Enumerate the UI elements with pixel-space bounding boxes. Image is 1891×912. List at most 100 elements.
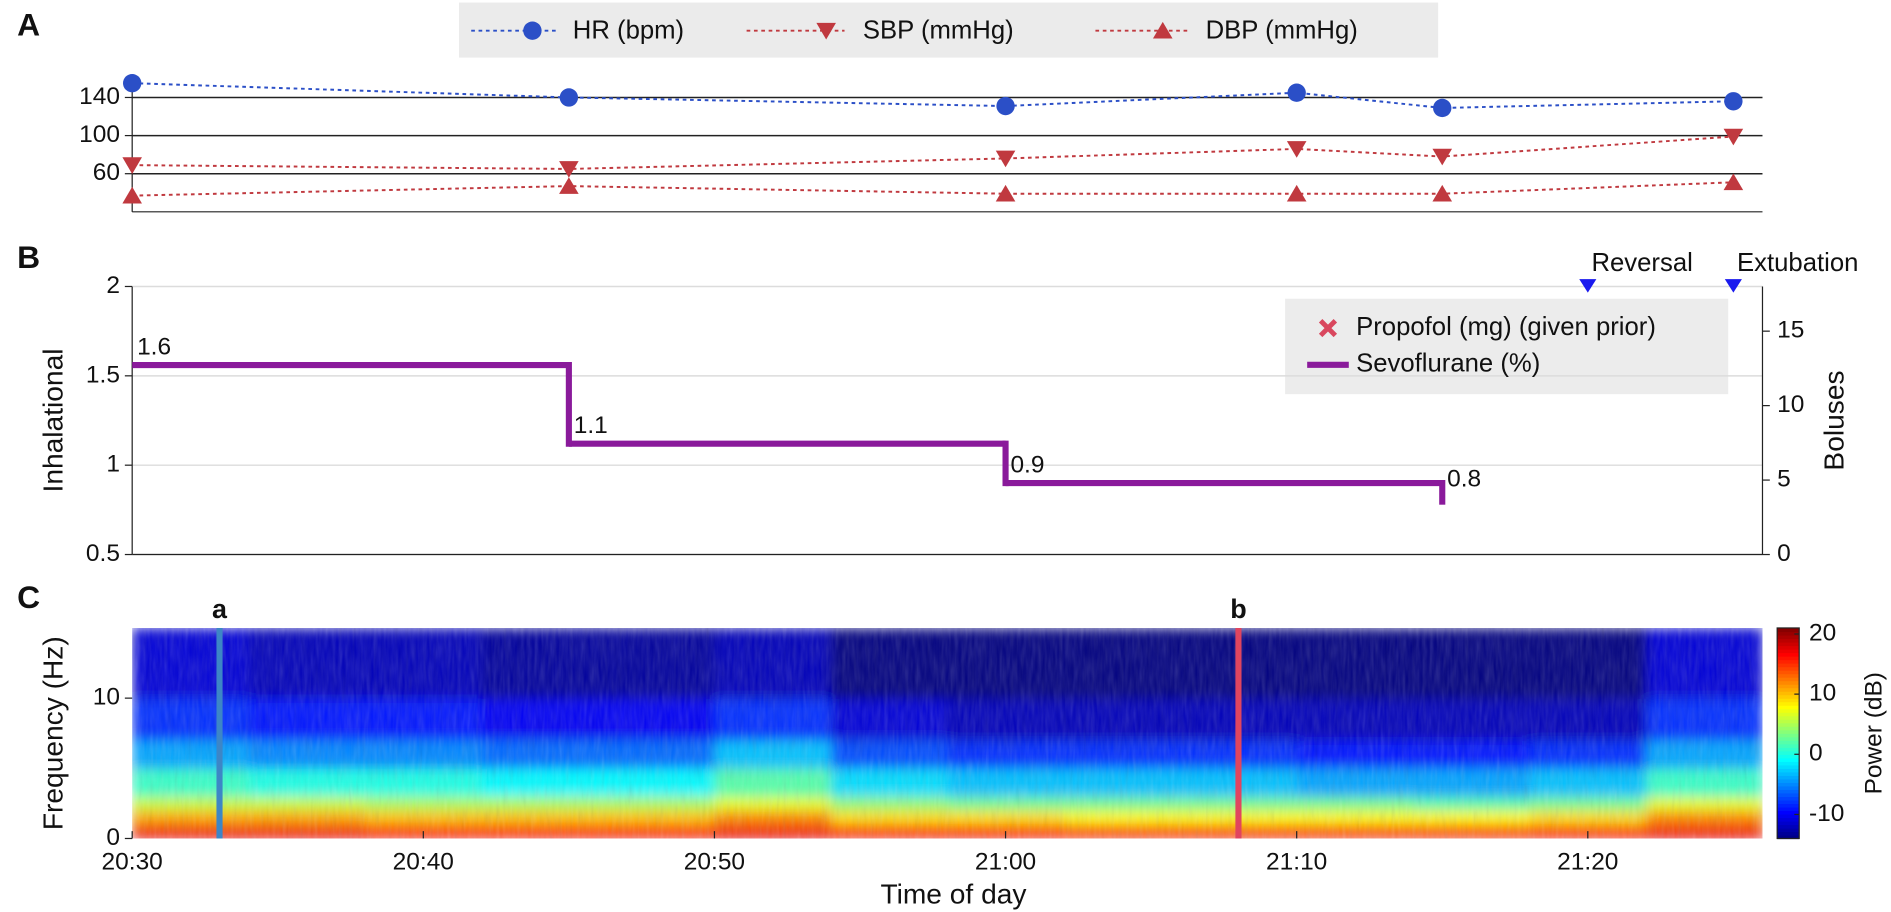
colorbar-swatch xyxy=(1777,757,1800,762)
colorbar-swatch xyxy=(1777,627,1800,633)
marker xyxy=(1432,148,1453,166)
marker xyxy=(1432,184,1453,202)
colorbar-swatch xyxy=(1777,834,1800,840)
marker xyxy=(1724,92,1743,111)
colorbar-swatch xyxy=(1777,631,1800,636)
colorbar-swatch xyxy=(1777,817,1800,822)
colorbar-swatch xyxy=(1777,670,1800,675)
colorbar-swatch xyxy=(1777,680,1800,685)
colorbar-tick-label: 0 xyxy=(1809,740,1823,767)
marker xyxy=(523,21,542,40)
annotation-marker xyxy=(1579,279,1597,293)
colorbar-swatch xyxy=(1777,684,1800,689)
y-tick-label: 140 xyxy=(79,83,120,110)
y-tick-label: 60 xyxy=(93,159,120,186)
colorbar-swatch xyxy=(1777,719,1800,724)
marker xyxy=(559,88,579,107)
x-tick-label: 20:40 xyxy=(393,848,454,875)
colorbar-swatch xyxy=(1777,803,1800,808)
legend-label: SBP (mmHg) xyxy=(863,17,1014,45)
colorbar-swatch xyxy=(1777,708,1800,713)
y2-tick-label: 10 xyxy=(1777,391,1804,418)
y-tick-label: 0 xyxy=(106,824,120,851)
colorbar-swatch xyxy=(1777,796,1800,801)
colorbar-swatch xyxy=(1777,652,1800,657)
x-tick-label: 20:30 xyxy=(102,848,163,875)
y-axis-title: Frequency (Hz) xyxy=(38,636,69,830)
colorbar-swatch xyxy=(1777,750,1800,755)
colorbar-swatch xyxy=(1777,820,1800,826)
colorbar-swatch xyxy=(1777,656,1800,661)
legend-label: HR (bpm) xyxy=(573,17,684,45)
y-tick-label: 1 xyxy=(106,451,120,478)
marker xyxy=(996,96,1015,116)
legend-label: DBP (mmHg) xyxy=(1206,17,1358,45)
marker xyxy=(995,184,1016,202)
colorbar-swatch xyxy=(1777,785,1800,790)
legend-label: Propofol (mg) (given prior) xyxy=(1356,313,1656,341)
annotation-marker xyxy=(1724,279,1742,293)
event-label: b xyxy=(1230,594,1246,624)
marker xyxy=(122,186,142,204)
colorbar-swatch xyxy=(1777,810,1800,815)
colorbar-swatch xyxy=(1777,754,1800,759)
colorbar-swatch xyxy=(1777,761,1800,766)
colorbar-swatch xyxy=(1777,806,1800,812)
y2-tick-label: 0 xyxy=(1777,540,1791,567)
value-label: 1.6 xyxy=(137,333,171,360)
colorbar-swatch xyxy=(1777,771,1800,776)
y-tick-label: 1.5 xyxy=(86,361,120,388)
colorbar-swatch xyxy=(1777,641,1800,647)
marker xyxy=(816,22,836,40)
colorbar-swatch xyxy=(1777,813,1800,819)
marker xyxy=(1286,141,1307,158)
colorbar-swatch xyxy=(1777,673,1800,678)
colorbar-swatch xyxy=(1777,764,1800,769)
legend-box xyxy=(458,2,1439,58)
y2-tick-label: 15 xyxy=(1777,317,1804,344)
colorbar-swatch xyxy=(1777,768,1800,773)
colorbar-swatch xyxy=(1777,638,1800,643)
marker xyxy=(559,177,579,194)
legend-label: Sevoflurane (%) xyxy=(1356,350,1540,378)
y-tick-label: 0.5 xyxy=(86,540,120,567)
marker xyxy=(1152,21,1173,39)
x-tick-label: 21:00 xyxy=(975,848,1036,875)
y2-tick-label: 5 xyxy=(1777,466,1791,493)
texture xyxy=(132,627,1763,839)
colorbar-title: Power (dB) xyxy=(1861,672,1888,794)
colorbar-swatch xyxy=(1777,705,1800,710)
x-tick-label: 21:10 xyxy=(1266,848,1327,875)
series-line xyxy=(132,82,1734,109)
colorbar-swatch xyxy=(1777,792,1800,797)
colorbar-tick-label: 20 xyxy=(1809,619,1836,646)
colorbar-swatch xyxy=(1777,712,1800,717)
colorbar-swatch xyxy=(1777,747,1800,752)
colorbar-swatch xyxy=(1777,687,1800,692)
colorbar-swatch xyxy=(1777,659,1800,664)
colorbar-swatch xyxy=(1777,634,1800,640)
colorbar-tick-label: 10 xyxy=(1809,680,1836,707)
y-tick-label: 100 xyxy=(79,121,120,148)
series-line xyxy=(132,181,1734,197)
marker xyxy=(1723,128,1744,146)
x-tick-label: 21:20 xyxy=(1557,848,1618,875)
value-label: 0.8 xyxy=(1447,466,1481,493)
colorbar-frame xyxy=(1776,627,1800,840)
colorbar-swatch xyxy=(1777,715,1800,720)
colorbar-swatch xyxy=(1777,799,1800,805)
colorbar-swatch xyxy=(1777,775,1800,780)
marker xyxy=(995,150,1016,168)
colorbar-swatch xyxy=(1777,691,1800,696)
panel-label: C xyxy=(17,579,40,615)
colorbar-swatch xyxy=(1777,726,1800,731)
x-axis-title: Time of day xyxy=(880,878,1027,909)
y-axis-title: Inhalational xyxy=(38,349,69,493)
colorbar-swatch xyxy=(1777,743,1800,748)
annotation-label: Extubation xyxy=(1737,249,1858,277)
marker xyxy=(1286,184,1307,202)
marker xyxy=(1723,173,1744,191)
y-tick-label: 10 xyxy=(93,684,120,711)
